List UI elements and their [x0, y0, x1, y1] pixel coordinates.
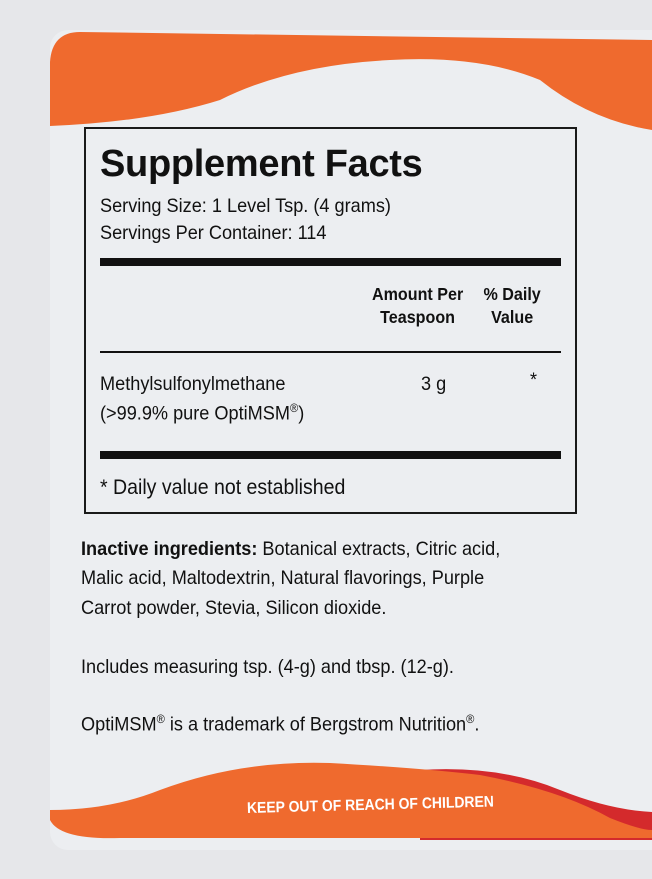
inactive-ingredients-text: Botanical extracts, Citric acid,: [257, 538, 501, 560]
facts-title: Supplement Facts: [100, 143, 423, 185]
serving-size: Serving Size: 1 Level Tsp. (4 grams): [100, 195, 391, 217]
product-label: [50, 30, 652, 850]
includes-note: Includes measuring tsp. (4-g) and tbsp. …: [81, 656, 454, 678]
bottom-orange-wave: [50, 762, 652, 839]
ingredient-dv: *: [530, 369, 538, 391]
ingredient-detail-close: ): [298, 402, 305, 425]
amount-header: Amount Per Teaspoon: [372, 283, 463, 329]
dv-header-line2: Value: [491, 307, 534, 327]
inactive-ingredients-line3: Carrot powder, Stevia, Silicon dioxide.: [81, 597, 387, 619]
supplement-facts-panel: Supplement Facts Serving Size: 1 Level T…: [84, 127, 577, 514]
ingredient-detail-text: (>99.9% pure OptiMSM: [100, 402, 290, 425]
daily-value-header: % Daily Value: [483, 283, 540, 329]
trademark-text: is a trademark of Bergstrom Nutrition: [164, 713, 467, 736]
ingredient-name: Methylsulfonylmethane: [100, 373, 286, 395]
amount-header-line2: Teaspoon: [380, 307, 456, 327]
thick-divider: [100, 258, 561, 266]
ingredient-amount: 3 g: [421, 373, 447, 395]
registered-mark: ®: [156, 712, 165, 726]
thick-divider-bottom: [100, 451, 561, 459]
amount-header-line1: Amount Per: [371, 284, 464, 304]
servings-per-container: Servings Per Container: 114: [100, 222, 327, 244]
thin-divider: [100, 351, 561, 353]
inactive-ingredients-label: Inactive ingredients:: [81, 538, 258, 560]
top-orange-wave: [50, 32, 652, 130]
inactive-ingredients-line1: Inactive ingredients: Botanical extracts…: [81, 538, 500, 561]
ingredient-detail: (>99.9% pure OptiMSM®): [100, 401, 304, 426]
registered-mark: ®: [289, 401, 299, 415]
trademark-note: OptiMSM® is a trademark of Bergstrom Nut…: [81, 712, 479, 737]
registered-mark: ®: [466, 712, 475, 726]
dv-header-line1: % Daily: [483, 284, 541, 304]
trademark-brand: OptiMSM: [81, 713, 157, 736]
footnote: * Daily value not established: [100, 476, 346, 499]
inactive-ingredients-line2: Malic acid, Maltodextrin, Natural flavor…: [81, 567, 485, 589]
trademark-end: .: [474, 713, 480, 736]
